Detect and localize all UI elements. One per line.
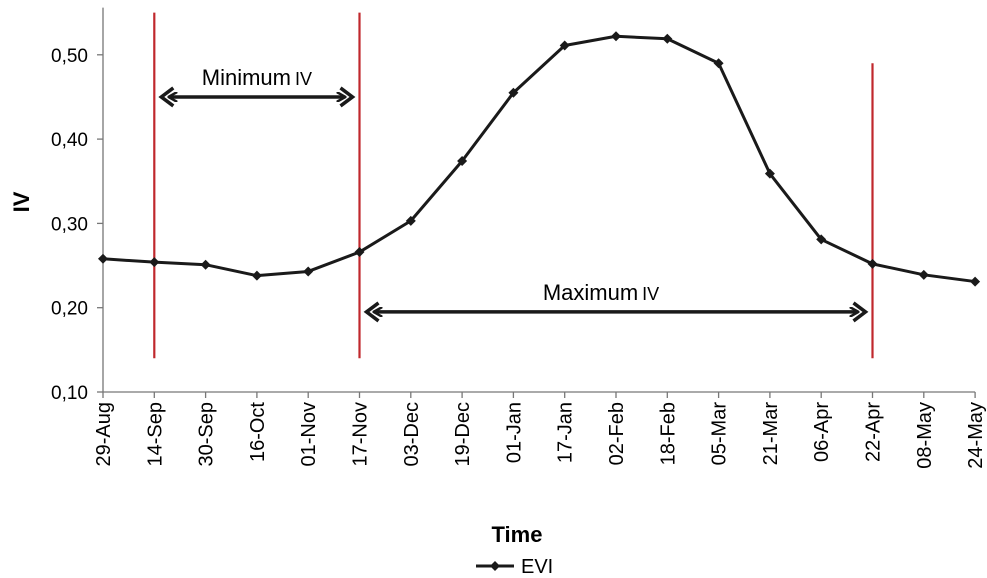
x-tick-label: 14-Sep xyxy=(144,402,166,467)
x-tick-label: 24-May xyxy=(965,402,987,469)
y-tick-label: 0,10 xyxy=(51,383,88,404)
data-point xyxy=(457,156,468,167)
y-axis-ticks: 0,10 0,20 0,30 0,40 0,50 xyxy=(51,46,103,404)
legend: EVI xyxy=(476,556,553,578)
y-tick-label: 0,50 xyxy=(51,46,88,67)
data-point xyxy=(611,31,621,42)
data-point xyxy=(970,276,981,287)
x-tick-label: 22-Apr xyxy=(863,402,885,462)
data-point xyxy=(508,87,519,98)
data-point xyxy=(354,247,365,258)
legend-marker-diamond xyxy=(490,561,500,571)
x-tick-label: 06-Apr xyxy=(811,402,833,462)
x-tick-label: 19-Dec xyxy=(452,402,474,466)
x-tick-label: 01-Jan xyxy=(503,402,525,463)
y-tick-label: 0,30 xyxy=(51,214,88,235)
series-evi xyxy=(98,31,981,287)
phase-boundary-lines xyxy=(153,12,874,359)
axes xyxy=(102,7,976,393)
series-line xyxy=(102,34,976,284)
data-point xyxy=(764,168,775,179)
data-point xyxy=(816,234,827,245)
legend-label-evi: EVI xyxy=(521,556,553,578)
y-tick-label: 0,20 xyxy=(51,299,88,320)
x-tick-label: 30-Sep xyxy=(196,402,218,467)
data-point xyxy=(303,266,314,277)
y-axis-title: IV xyxy=(9,191,34,212)
x-tick-label: 05-Mar xyxy=(709,402,731,466)
x-tick-label: 17-Nov xyxy=(350,402,372,466)
data-point xyxy=(405,215,416,226)
y-tick-label: 0,40 xyxy=(51,130,88,151)
data-point xyxy=(149,257,160,268)
x-tick-label: 03-Dec xyxy=(401,402,423,466)
data-point xyxy=(559,40,570,51)
arrow-head-left xyxy=(363,301,380,323)
data-point xyxy=(713,58,724,69)
range-label: Minimum IV xyxy=(202,65,312,90)
arrow-head-right xyxy=(852,301,869,323)
x-axis-title: Time xyxy=(492,522,543,547)
x-axis-ticks: 29-Aug 14-Sep 30-Sep 16-Oct 01-Nov 17-Nov 03-D… xyxy=(93,392,987,469)
x-tick-label: 16-Oct xyxy=(247,402,269,462)
range-label: Maximum IV xyxy=(543,280,659,305)
arrow-head-right xyxy=(339,86,356,108)
annotations: Minimum IV Maximum IV xyxy=(158,65,869,323)
x-tick-label: 17-Jan xyxy=(555,402,577,463)
x-tick-label: 29-Aug xyxy=(93,402,115,467)
x-tick-label: 08-May xyxy=(914,402,936,469)
data-point xyxy=(251,270,262,281)
data-point xyxy=(867,258,878,269)
x-tick-label: 02-Feb xyxy=(606,402,628,465)
arrow-head-left xyxy=(158,86,175,108)
x-tick-label: 18-Feb xyxy=(657,402,679,465)
data-point xyxy=(918,269,929,280)
data-point xyxy=(662,33,673,44)
data-point xyxy=(200,259,211,270)
data-point xyxy=(98,253,108,264)
x-tick-label: 21-Mar xyxy=(760,402,782,466)
x-tick-label: 01-Nov xyxy=(298,402,320,466)
